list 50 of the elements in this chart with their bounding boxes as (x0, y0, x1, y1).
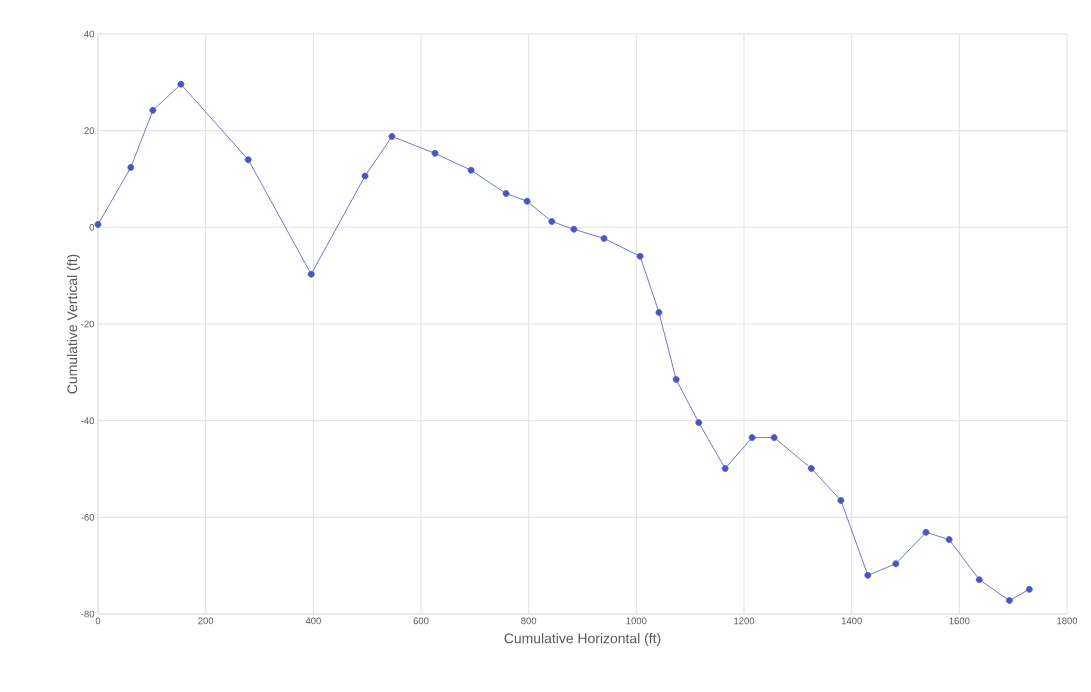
x-axis-title: Cumulative Horizontal (ft) (504, 633, 661, 647)
point (807, 465, 815, 472)
x-tick-label: 400 (305, 617, 321, 625)
point (864, 571, 872, 579)
point (467, 166, 475, 174)
point (1006, 597, 1013, 604)
x-tick-label: 1400 (841, 617, 862, 625)
x-tick-label: 600 (413, 617, 429, 625)
point (600, 235, 608, 242)
point (672, 376, 680, 383)
point (892, 560, 900, 568)
x-tick-label: 1200 (734, 617, 755, 625)
point (837, 497, 845, 504)
y-axis-title: Cumulative Vertical (ft) (66, 254, 80, 394)
point (695, 419, 703, 426)
point (502, 190, 510, 197)
point (655, 308, 663, 316)
point (1025, 585, 1033, 593)
y-tick-label: -40 (81, 417, 95, 425)
point (149, 106, 157, 114)
y-tick-label: -60 (81, 513, 95, 521)
x-tick-label: 1600 (949, 617, 970, 625)
point (94, 221, 102, 228)
point (431, 149, 439, 157)
point (523, 197, 531, 205)
y-tick-label: -20 (81, 320, 95, 328)
point (548, 218, 556, 225)
x-tick-label: 800 (521, 617, 537, 625)
point (636, 252, 644, 260)
x-tick-label: 0 (95, 617, 101, 625)
x-tick-label: 200 (198, 617, 214, 625)
point (361, 172, 369, 180)
point (922, 528, 930, 536)
point (127, 163, 135, 171)
point (721, 465, 729, 472)
point (945, 536, 953, 543)
y-tick-label: 20 (84, 127, 95, 134)
point (307, 270, 315, 278)
point (244, 156, 252, 164)
point (388, 133, 396, 140)
x-tick-label: 1000 (626, 617, 647, 625)
point (177, 80, 185, 88)
point (770, 434, 778, 441)
point (748, 434, 756, 441)
point (975, 576, 983, 584)
y-tick-label: 0 (89, 223, 95, 231)
y-tick-label: 40 (84, 30, 95, 38)
point (570, 225, 578, 233)
y-tick-label: -80 (81, 610, 95, 618)
x-tick-label: 1800 (1057, 617, 1078, 625)
